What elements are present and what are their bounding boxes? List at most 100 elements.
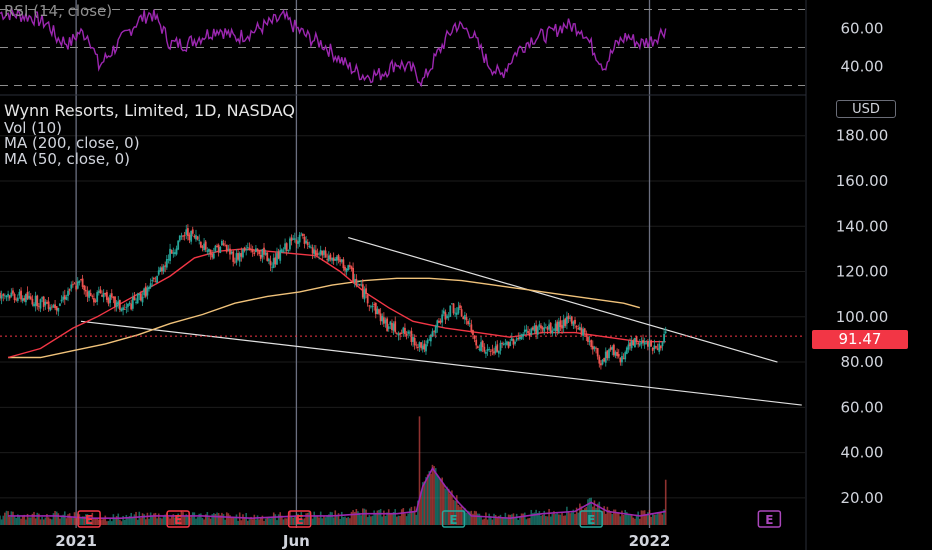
volume-bar: [366, 517, 369, 525]
volume-bar: [130, 512, 132, 525]
volume-bar: [172, 514, 175, 525]
candle-body: [261, 249, 264, 258]
volume-bar: [140, 518, 142, 525]
volume-bar: [274, 514, 277, 525]
chart-title[interactable]: Wynn Resorts, Limited, 1D, NASDAQ: [4, 101, 295, 120]
candle-body: [60, 299, 63, 302]
volume-bar: [400, 509, 403, 525]
volume-bar: [31, 513, 34, 525]
volume-bar: [54, 510, 56, 525]
volume-bar: [501, 516, 503, 525]
candle-body: [426, 340, 429, 344]
volume-bar: [297, 513, 299, 525]
volume-bar: [55, 511, 58, 525]
volume-bar: [120, 521, 123, 525]
volume-bar: [39, 519, 42, 525]
volume-bar: [2, 515, 5, 525]
candle-body: [418, 342, 421, 348]
candle-body: [219, 246, 222, 253]
volume-bar: [148, 518, 150, 525]
candle-body: [374, 303, 377, 315]
candle-body: [611, 346, 614, 350]
volume-bar: [433, 466, 435, 525]
earnings-marker: [166, 510, 190, 528]
trendline: [348, 237, 778, 363]
volume-bar: [350, 511, 353, 525]
volume-bar: [504, 512, 507, 525]
volume-bar: [149, 512, 152, 525]
candle-body: [499, 342, 502, 351]
candle-body: [295, 239, 298, 244]
volume-bar: [191, 512, 194, 525]
volume-bar: [386, 512, 388, 525]
volume-bar: [420, 491, 422, 525]
candle-body: [559, 320, 562, 328]
candle-body: [188, 234, 191, 241]
candle-body: [177, 240, 180, 250]
volume-bar: [507, 514, 510, 525]
volume-bar: [402, 508, 405, 525]
volume-bar: [80, 518, 82, 525]
rsi-legend[interactable]: RSI (14, close): [4, 2, 113, 20]
volume-bar: [485, 512, 487, 525]
candle-body: [25, 294, 27, 303]
volume-bar: [447, 488, 450, 525]
volume-bar: [473, 510, 476, 525]
volume-bar: [661, 514, 664, 525]
candle-body: [172, 252, 175, 254]
candle-body: [274, 257, 277, 265]
volume-bar: [585, 506, 588, 525]
candle-body: [151, 279, 154, 282]
candle-body: [386, 318, 389, 331]
volume-bar: [619, 516, 622, 525]
volume-bar: [363, 508, 366, 525]
volume-bar: [109, 518, 111, 525]
candle-body: [20, 290, 22, 300]
ma50-legend[interactable]: MA (50, close, 0): [4, 150, 131, 168]
candle-body: [133, 296, 136, 301]
volume-bar: [63, 511, 66, 525]
volume-bar: [292, 517, 294, 525]
volume-bar: [298, 518, 301, 525]
candle-body: [255, 248, 257, 253]
volume-bar: [295, 515, 298, 525]
volume-bar: [637, 511, 639, 525]
candle-body: [543, 327, 546, 332]
candle-body: [533, 325, 536, 332]
candle-body: [190, 230, 193, 242]
volume-bar: [651, 513, 654, 525]
candle-body: [421, 345, 424, 350]
volume-bar: [648, 509, 651, 525]
candle-body: [165, 259, 168, 268]
ma200-legend[interactable]: MA (200, close, 0): [4, 134, 140, 152]
candle-body: [363, 289, 366, 300]
candle-body: [314, 250, 317, 256]
candle-body: [462, 316, 465, 320]
volume-bar: [329, 511, 332, 525]
candle-body: [420, 342, 423, 349]
earnings-marker: [579, 510, 603, 528]
volume-bar: [362, 508, 364, 525]
volume-bar: [541, 514, 544, 525]
volume-bar: [535, 509, 537, 525]
currency-button[interactable]: USD: [836, 100, 896, 118]
candle-body: [412, 336, 414, 342]
volume-bar: [0, 519, 3, 525]
candle-body: [407, 331, 410, 334]
candle-body: [5, 295, 8, 298]
volume-bar: [634, 518, 636, 525]
candle-body: [361, 284, 364, 298]
candle-body: [313, 249, 316, 255]
candle-body: [130, 303, 133, 310]
volume-bar: [629, 514, 631, 525]
candle-body: [591, 345, 594, 350]
volume-bar: [250, 516, 252, 525]
volume-bar: [196, 517, 199, 525]
candle-body: [360, 284, 363, 286]
volume-bar: [339, 518, 341, 525]
volume-legend[interactable]: Vol (10): [4, 119, 63, 137]
volume-bar: [627, 514, 630, 525]
candle-body: [501, 343, 504, 344]
